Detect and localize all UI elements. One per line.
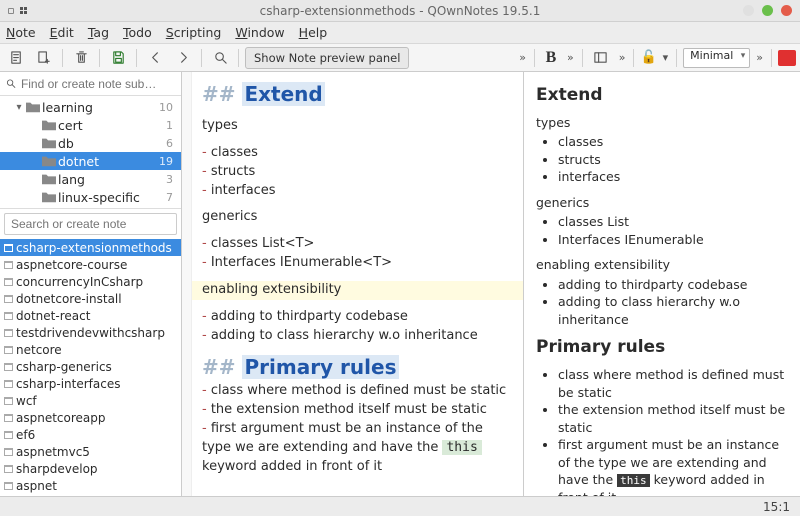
menu-note[interactable]: Note [6,25,36,40]
toolbar: Show Note preview panel » B » » 🔓 ▾ Mini… [0,44,800,72]
statusbar: 15:1 [0,496,800,516]
editor-pane: ## Extend types - classes - structs - in… [182,72,524,496]
bold-button[interactable]: B [541,49,561,67]
layout-select[interactable]: Minimal [683,48,750,68]
note-item[interactable]: dotnet-react [0,307,181,324]
menu-help[interactable]: Help [299,25,328,40]
distraction-free-button[interactable] [778,50,796,66]
folder-search-input[interactable] [21,77,175,91]
overflow-1[interactable]: » [517,51,528,64]
folder-tree: ▾learning10cert1db6dotnet19lang3linux-sp… [0,96,181,209]
tree-item-learning[interactable]: ▾learning10 [0,98,181,116]
delete-button[interactable] [69,47,93,69]
note-item[interactable]: aspnetmvc5 [0,443,181,460]
overflow-2[interactable]: » [565,51,576,64]
lock-icon[interactable]: 🔓 [640,50,656,65]
forward-button[interactable] [171,47,195,69]
show-preview-button[interactable]: Show Note preview panel [245,47,409,69]
new-note-button[interactable] [4,47,28,69]
menu-window[interactable]: Window [235,25,284,40]
back-button[interactable] [143,47,167,69]
folder-search[interactable] [0,72,181,96]
note-item[interactable]: aspnetcoreapp [0,409,181,426]
note-item[interactable]: ef6 [0,426,181,443]
menu-todo[interactable]: Todo [123,25,152,40]
note-item[interactable]: testdrivendevwithcsharp [0,324,181,341]
tree-item-lang[interactable]: lang3 [0,170,181,188]
note-item[interactable]: aspnetcore-course [0,256,181,273]
window-title: csharp-extensionmethods - QOwnNotes 19.5… [0,4,800,18]
overflow-4[interactable]: » [754,51,765,64]
note-item[interactable]: csharp-generics [0,358,181,375]
note-item[interactable]: sharpdevelop [0,460,181,477]
note-item[interactable]: netcore [0,341,181,358]
new-note-plus-button[interactable] [32,47,56,69]
preview-h1: Extend [536,84,788,108]
note-item[interactable]: concurrencyInCsharp [0,273,181,290]
editor-body[interactable]: ## Extend types - classes - structs - in… [192,72,523,496]
save-button[interactable] [106,47,130,69]
menu-scripting[interactable]: Scripting [166,25,222,40]
note-item[interactable]: wcf [0,392,181,409]
note-list: csharp-extensionmethodsaspnetcore-course… [0,239,181,496]
tree-item-cert[interactable]: cert1 [0,116,181,134]
note-item[interactable]: csharp-interfaces [0,375,181,392]
sidebar: ▾learning10cert1db6dotnet19lang3linux-sp… [0,72,182,496]
lock-drop[interactable]: ▾ [661,51,671,64]
menu-tag[interactable]: Tag [88,25,109,40]
tree-item-dotnet[interactable]: dotnet19 [0,152,181,170]
search-button[interactable] [208,47,232,69]
note-item[interactable]: dotnetcore-install [0,290,181,307]
tree-item-db[interactable]: db6 [0,134,181,152]
menubar: Note Edit Tag Todo Scripting Window Help [0,22,800,44]
overflow-3[interactable]: » [617,51,628,64]
titlebar: csharp-extensionmethods - QOwnNotes 19.5… [0,0,800,22]
menu-edit[interactable]: Edit [50,25,74,40]
note-search-input[interactable] [4,213,177,235]
note-item[interactable]: csharp-extensionmethods [0,239,181,256]
tree-item-linux-specific[interactable]: linux-specific7 [0,188,181,206]
panel-button[interactable] [589,47,613,69]
preview-pane: Extend types classes structs interfaces … [524,72,800,496]
cursor-position: 15:1 [763,500,790,514]
preview-h2: Primary rules [536,336,788,360]
note-item[interactable]: aspnet [0,477,181,494]
